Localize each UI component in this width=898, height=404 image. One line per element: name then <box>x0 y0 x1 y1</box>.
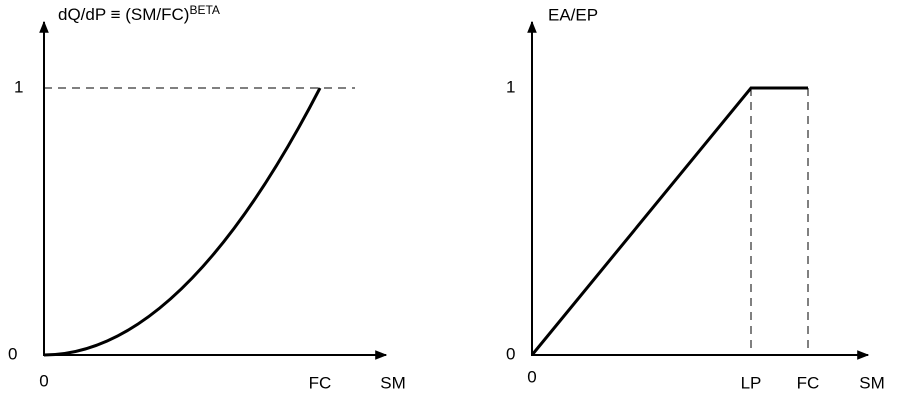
right-panel: EA/EP 1 0 0 LP FC SM <box>506 5 885 392</box>
left-panel: dQ/dP ≡ (SM/FC)BETA 1 0 0 FC SM <box>8 3 406 392</box>
x-marker: FC <box>797 373 820 392</box>
title-superscript: BETA <box>189 3 219 17</box>
curve <box>43 87 322 357</box>
x-marker: LP <box>741 373 762 392</box>
y-label-top: 1 <box>506 77 515 96</box>
x-axis-label: SM <box>859 373 885 392</box>
y-label-top: 1 <box>14 77 23 96</box>
panel-title: dQ/dP ≡ (SM/FC)BETA <box>58 3 220 24</box>
x-label-origin: 0 <box>39 371 48 390</box>
curve <box>530 86 808 356</box>
panel-title: EA/EP <box>548 5 598 24</box>
x-marker: FC <box>309 373 332 392</box>
x-axis-label: SM <box>380 373 406 392</box>
y-label-origin: 0 <box>8 344 17 363</box>
y-label-origin: 0 <box>506 344 515 363</box>
title-main: dQ/dP ≡ (SM/FC) <box>58 5 189 24</box>
x-label-origin: 0 <box>527 367 536 386</box>
